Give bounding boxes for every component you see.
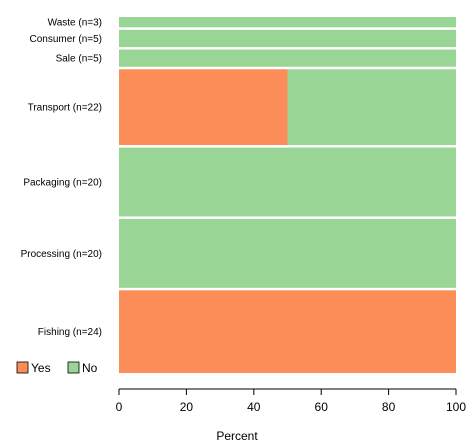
- x-tick-label-2: 40: [247, 400, 261, 414]
- category-label-6: Fishing (n=24): [38, 327, 102, 338]
- x-tick-label-4: 80: [382, 400, 396, 414]
- x-tick-label-0: 0: [116, 400, 123, 414]
- legend-label-yes: Yes: [31, 361, 51, 375]
- legend-swatch-yes: [16, 361, 29, 374]
- x-tick-label-3: 60: [315, 400, 329, 414]
- legend-swatch-no: [67, 361, 80, 374]
- category-label-1: Consumer (n=5): [29, 34, 102, 45]
- category-label-4: Packaging (n=20): [23, 178, 102, 189]
- x-tick-label-5: 100: [446, 400, 466, 414]
- bar-no-3: [287, 69, 456, 146]
- bar-no-0: [119, 17, 456, 28]
- category-label-0: Waste (n=3): [48, 18, 102, 29]
- x-tick-label-1: 20: [180, 400, 194, 414]
- legend-label-no: No: [82, 361, 98, 375]
- bar-no-2: [119, 49, 456, 67]
- bar-no-1: [119, 29, 456, 48]
- legend: Yes No: [16, 361, 98, 375]
- x-axis: 0 20 40 60 80 100: [116, 388, 466, 414]
- x-axis-label: Percent: [216, 429, 258, 442]
- category-labels: Waste (n=3) Consumer (n=5) Sale (n=5) Trans…: [21, 18, 102, 338]
- category-label-3: Transport (n=22): [28, 103, 102, 114]
- bar-yes-3: [119, 69, 288, 146]
- category-label-5: Processing (n=20): [21, 249, 102, 260]
- bar-no-4: [119, 147, 456, 217]
- category-label-2: Sale (n=5): [56, 54, 102, 65]
- bar-no-5: [119, 218, 456, 288]
- bar-yes-6: [119, 290, 456, 373]
- bars-group: [119, 17, 456, 373]
